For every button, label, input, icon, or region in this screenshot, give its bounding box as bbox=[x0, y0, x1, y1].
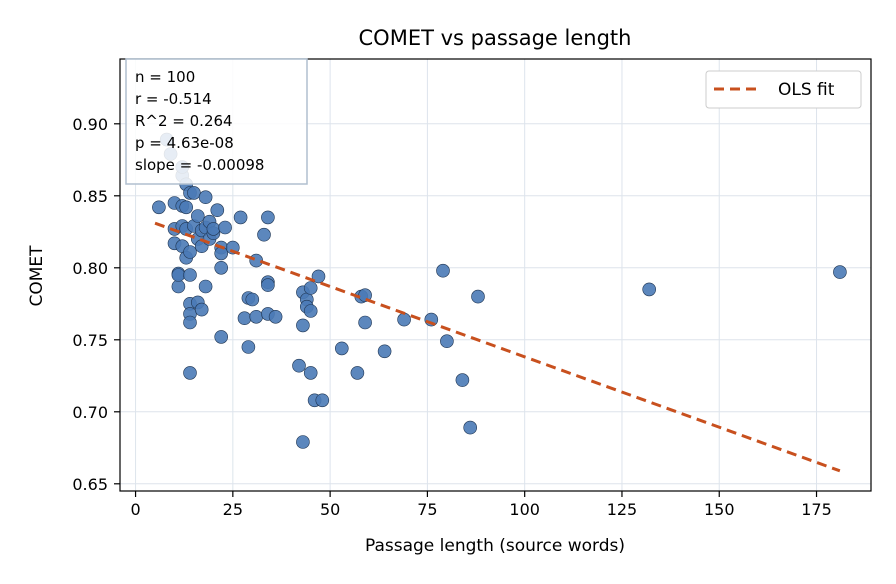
data-point bbox=[194, 302, 209, 317]
data-point bbox=[214, 330, 228, 344]
x-tick-label: 75 bbox=[417, 500, 437, 519]
data-point bbox=[206, 222, 221, 236]
data-point bbox=[152, 200, 166, 215]
data-point bbox=[471, 289, 485, 304]
stats-n: n = 100 bbox=[135, 68, 195, 86]
data-point bbox=[397, 312, 411, 327]
y-tick-label: 0.85 bbox=[72, 187, 108, 206]
data-point bbox=[436, 263, 450, 278]
plot-area-frame bbox=[119, 58, 872, 492]
y-tick-label: 0.65 bbox=[72, 475, 108, 494]
data-point bbox=[463, 420, 478, 435]
stats-slope: slope = -0.00098 bbox=[135, 156, 264, 174]
legend-frame bbox=[705, 70, 862, 109]
data-point bbox=[179, 200, 193, 215]
data-point bbox=[268, 309, 283, 324]
data-point bbox=[303, 281, 318, 295]
x-tick-label: 50 bbox=[320, 500, 340, 519]
x-tick-label: 175 bbox=[801, 500, 832, 519]
ols-fit-line bbox=[154, 221, 841, 473]
data-point bbox=[183, 315, 197, 330]
data-point bbox=[292, 358, 306, 373]
data-point bbox=[198, 279, 213, 294]
legend: OLS fit bbox=[705, 70, 862, 109]
data-point bbox=[642, 282, 657, 297]
data-point bbox=[210, 203, 225, 217]
axis-ticks: 0 25 50 75 100 125 150 175 0.65 0.70 0.75 0.80 0.85 0… bbox=[72, 115, 831, 519]
data-point bbox=[183, 245, 197, 259]
y-tick-label: 0.75 bbox=[72, 331, 108, 350]
data-point bbox=[171, 268, 186, 282]
data-points bbox=[152, 132, 847, 449]
data-point bbox=[358, 315, 372, 330]
data-point bbox=[303, 304, 318, 318]
data-point bbox=[214, 260, 228, 275]
data-point bbox=[257, 227, 271, 242]
data-point bbox=[296, 318, 310, 333]
stats-r: r = -0.514 bbox=[135, 90, 212, 108]
data-point bbox=[214, 246, 228, 261]
data-point bbox=[218, 220, 232, 235]
data-point bbox=[183, 268, 197, 282]
data-point bbox=[241, 340, 256, 354]
data-point bbox=[198, 190, 213, 204]
stats-r-squared: R^2 = 0.264 bbox=[135, 112, 233, 130]
data-point bbox=[249, 309, 264, 324]
data-point bbox=[237, 311, 252, 326]
data-point bbox=[440, 334, 454, 349]
data-point bbox=[226, 240, 240, 255]
data-point bbox=[334, 341, 349, 356]
y-tick-label: 0.90 bbox=[72, 115, 108, 134]
grid bbox=[120, 59, 871, 491]
chart-title: COMET vs passage length bbox=[359, 26, 632, 50]
x-tick-label: 0 bbox=[130, 500, 140, 519]
x-tick-label: 125 bbox=[607, 500, 638, 519]
data-point bbox=[261, 210, 275, 225]
data-point bbox=[261, 278, 275, 292]
data-point bbox=[296, 435, 310, 449]
data-point bbox=[191, 209, 205, 223]
data-point bbox=[315, 393, 330, 408]
data-point bbox=[377, 344, 392, 359]
legend-label-ols-fit: OLS fit bbox=[778, 80, 835, 100]
x-tick-label: 150 bbox=[704, 500, 735, 519]
stats-box-frame bbox=[125, 58, 308, 185]
data-point bbox=[350, 366, 365, 380]
x-axis-label: Passage length (source words) bbox=[365, 536, 625, 556]
stats-p-value: p = 4.63e-08 bbox=[135, 134, 234, 152]
data-point bbox=[187, 186, 201, 200]
y-tick-label: 0.80 bbox=[72, 259, 108, 278]
y-axis-label: COMET bbox=[27, 245, 47, 307]
data-point bbox=[183, 366, 197, 380]
data-point bbox=[455, 373, 470, 387]
x-tick-label: 25 bbox=[223, 500, 243, 519]
data-point bbox=[833, 265, 847, 279]
stats-box: n = 100 r = -0.514 R^2 = 0.264 p = 4.63e… bbox=[125, 58, 308, 185]
data-point bbox=[171, 279, 186, 294]
y-tick-label: 0.70 bbox=[72, 403, 108, 422]
data-point bbox=[245, 292, 260, 307]
data-point bbox=[233, 210, 248, 225]
data-point bbox=[303, 366, 318, 380]
x-tick-label: 100 bbox=[509, 500, 540, 519]
